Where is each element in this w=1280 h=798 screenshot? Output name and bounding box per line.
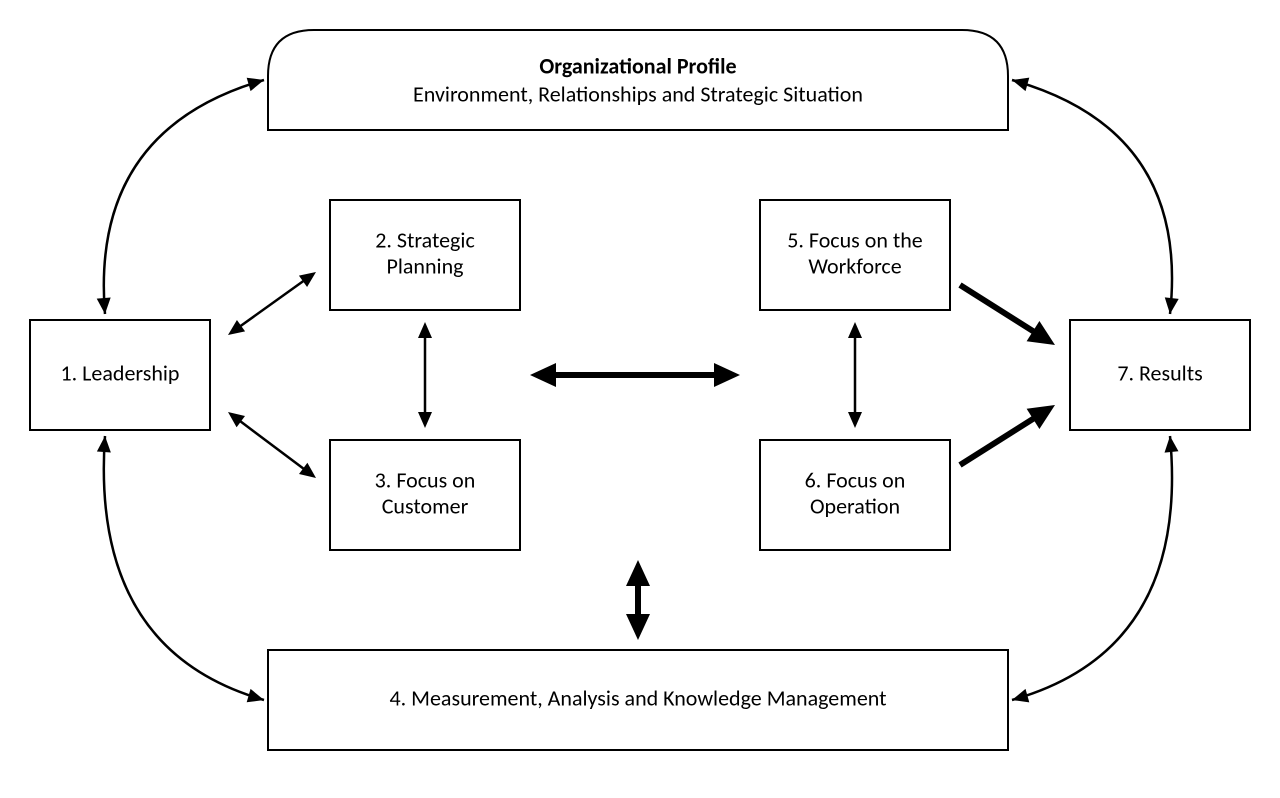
svg-text:6. Focus on: 6. Focus on <box>805 466 906 493</box>
node-leadership: 1. Leadership <box>30 320 210 430</box>
svg-text:Operation: Operation <box>810 492 900 519</box>
svg-text:1. Leadership: 1. Leadership <box>61 359 180 386</box>
svg-text:Environment, Relationships and: Environment, Relationships and Strategic… <box>413 80 863 107</box>
node-profile: Organizational ProfileEnvironment, Relat… <box>268 30 1008 130</box>
svg-text:Organizational Profile: Organizational Profile <box>539 52 736 79</box>
svg-text:7. Results: 7. Results <box>1117 359 1202 386</box>
baldrige-framework-diagram: Organizational ProfileEnvironment, Relat… <box>0 0 1280 798</box>
node-results: 7. Results <box>1070 320 1250 430</box>
svg-text:Workforce: Workforce <box>808 252 901 279</box>
svg-text:Planning: Planning <box>386 252 463 279</box>
svg-text:Customer: Customer <box>382 492 469 519</box>
svg-text:2. Strategic: 2. Strategic <box>375 226 475 253</box>
svg-text:5. Focus on the: 5. Focus on the <box>787 226 923 253</box>
node-measurement: 4. Measurement, Analysis and Knowledge M… <box>268 650 1008 750</box>
svg-text:4. Measurement, Analysis and K: 4. Measurement, Analysis and Knowledge M… <box>390 684 887 711</box>
svg-text:3. Focus on: 3. Focus on <box>375 466 476 493</box>
